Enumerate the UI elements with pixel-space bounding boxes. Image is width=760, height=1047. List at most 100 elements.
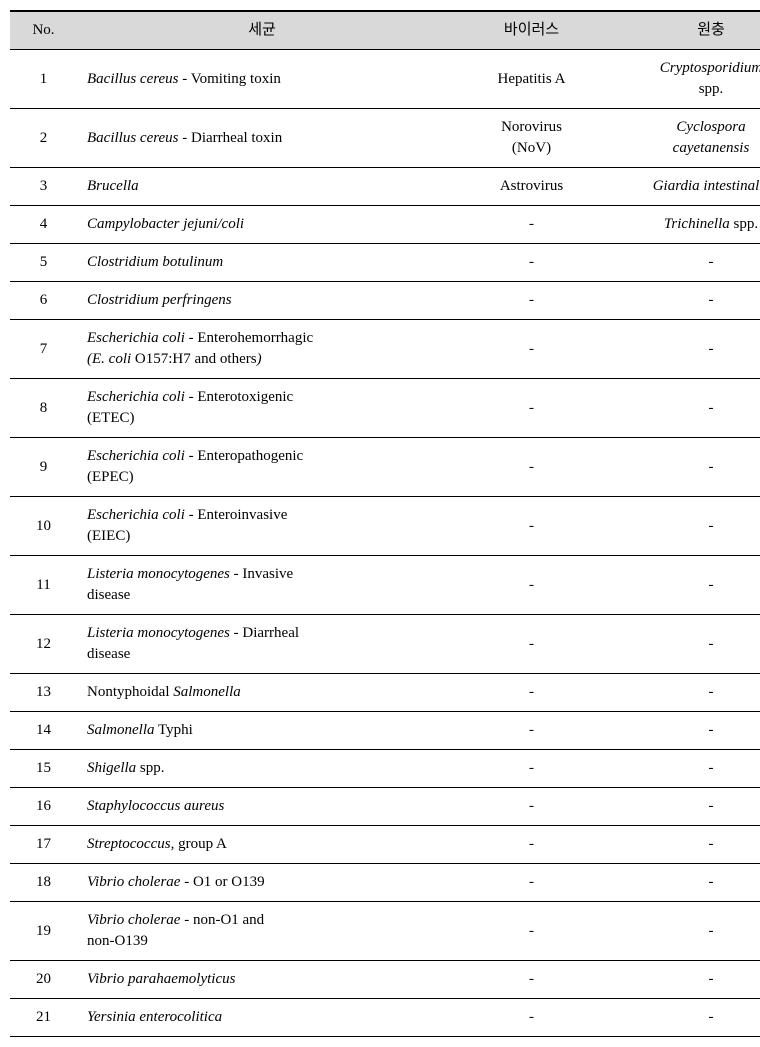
cell-virus: -	[443, 379, 620, 438]
cell-no: 4	[10, 206, 77, 244]
cell-protozoa: -	[620, 556, 760, 615]
cell-protozoa: Cryptosporidiumspp.	[620, 50, 760, 109]
table-row: 10Escherichia coli - Enteroinvasive(EIEC…	[10, 497, 760, 556]
cell-no: 11	[10, 556, 77, 615]
cell-protozoa: -	[620, 320, 760, 379]
cell-protozoa: -	[620, 379, 760, 438]
table-row: 7Escherichia coli - Enterohemorrhagic(E.…	[10, 320, 760, 379]
header-virus: 바이러스	[443, 11, 620, 50]
cell-virus: Astrovirus	[443, 168, 620, 206]
cell-bacteria: Brucella	[77, 168, 443, 206]
table-row: 12Listeria monocytogenes - Diarrhealdise…	[10, 615, 760, 674]
cell-virus: -	[443, 750, 620, 788]
table-row: 19Vibrio cholerae - non-O1 andnon-O139--	[10, 902, 760, 961]
cell-no: 15	[10, 750, 77, 788]
cell-no: 10	[10, 497, 77, 556]
table-row: 20Vibrio parahaemolyticus--	[10, 961, 760, 999]
cell-virus: -	[443, 497, 620, 556]
table-row: 21Yersinia enterocolitica--	[10, 999, 760, 1037]
header-row: No. 세균 바이러스 원충	[10, 11, 760, 50]
cell-protozoa: -	[620, 902, 760, 961]
cell-virus: Norovirus(NoV)	[443, 109, 620, 168]
cell-bacteria: Escherichia coli - Enterohemorrhagic(E. …	[77, 320, 443, 379]
cell-protozoa: -	[620, 244, 760, 282]
cell-no: 8	[10, 379, 77, 438]
cell-protozoa: Trichinella spp.	[620, 206, 760, 244]
cell-no: 17	[10, 826, 77, 864]
cell-no: 5	[10, 244, 77, 282]
table-row: 18Vibrio cholerae - O1 or O139--	[10, 864, 760, 902]
cell-virus: -	[443, 320, 620, 379]
cell-bacteria: Clostridium perfringens	[77, 282, 443, 320]
table-row: 2Bacillus cereus - Diarrheal toxinNorovi…	[10, 109, 760, 168]
cell-no: 16	[10, 788, 77, 826]
cell-no: 12	[10, 615, 77, 674]
cell-protozoa: -	[620, 961, 760, 999]
header-no: No.	[10, 11, 77, 50]
cell-bacteria: Shigella spp.	[77, 750, 443, 788]
cell-bacteria: Listeria monocytogenes - Invasivedisease	[77, 556, 443, 615]
table-row: 14Salmonella Typhi--	[10, 712, 760, 750]
cell-virus: -	[443, 438, 620, 497]
cell-bacteria: Escherichia coli - Enteropathogenic(EPEC…	[77, 438, 443, 497]
table-row: 11Listeria monocytogenes - Invasivedisea…	[10, 556, 760, 615]
cell-bacteria: Salmonella Typhi	[77, 712, 443, 750]
cell-virus: -	[443, 788, 620, 826]
table-body: 1Bacillus cereus - Vomiting toxinHepatit…	[10, 50, 760, 1037]
cell-bacteria: Staphylococcus aureus	[77, 788, 443, 826]
table-row: 16Staphylococcus aureus--	[10, 788, 760, 826]
header-bacteria: 세균	[77, 11, 443, 50]
cell-bacteria: Listeria monocytogenes - Diarrhealdiseas…	[77, 615, 443, 674]
cell-protozoa: Giardia intestinalis	[620, 168, 760, 206]
cell-protozoa: -	[620, 438, 760, 497]
cell-virus: -	[443, 244, 620, 282]
cell-no: 3	[10, 168, 77, 206]
cell-virus: -	[443, 902, 620, 961]
cell-no: 20	[10, 961, 77, 999]
cell-no: 2	[10, 109, 77, 168]
table-row: 5Clostridium botulinum--	[10, 244, 760, 282]
cell-protozoa: -	[620, 497, 760, 556]
cell-virus: -	[443, 961, 620, 999]
cell-protozoa: -	[620, 999, 760, 1037]
cell-virus: -	[443, 282, 620, 320]
cell-no: 6	[10, 282, 77, 320]
cell-protozoa: -	[620, 712, 760, 750]
cell-bacteria: Nontyphoidal Salmonella	[77, 674, 443, 712]
cell-bacteria: Streptococcus, group A	[77, 826, 443, 864]
cell-virus: -	[443, 826, 620, 864]
cell-bacteria: Bacillus cereus - Diarrheal toxin	[77, 109, 443, 168]
cell-bacteria: Campylobacter jejuni/coli	[77, 206, 443, 244]
header-protozoa: 원충	[620, 11, 760, 50]
cell-protozoa: -	[620, 615, 760, 674]
table-row: 9Escherichia coli - Enteropathogenic(EPE…	[10, 438, 760, 497]
cell-bacteria: Escherichia coli - Enteroinvasive(EIEC)	[77, 497, 443, 556]
cell-no: 13	[10, 674, 77, 712]
cell-no: 19	[10, 902, 77, 961]
cell-virus: -	[443, 206, 620, 244]
cell-protozoa: -	[620, 826, 760, 864]
cell-bacteria: Clostridium botulinum	[77, 244, 443, 282]
pathogen-table-wrap: No. 세균 바이러스 원충 1Bacillus cereus - Vomiti…	[10, 10, 750, 1037]
cell-virus: -	[443, 615, 620, 674]
cell-protozoa: -	[620, 788, 760, 826]
table-row: 8Escherichia coli - Enterotoxigenic(ETEC…	[10, 379, 760, 438]
cell-virus: -	[443, 999, 620, 1037]
table-row: 3BrucellaAstrovirusGiardia intestinalis	[10, 168, 760, 206]
cell-no: 7	[10, 320, 77, 379]
table-row: 6Clostridium perfringens--	[10, 282, 760, 320]
cell-protozoa: Cyclosporacayetanensis	[620, 109, 760, 168]
pathogen-table: No. 세균 바이러스 원충 1Bacillus cereus - Vomiti…	[10, 10, 760, 1037]
cell-no: 14	[10, 712, 77, 750]
cell-virus: -	[443, 712, 620, 750]
cell-no: 9	[10, 438, 77, 497]
table-row: 4Campylobacter jejuni/coli-Trichinella s…	[10, 206, 760, 244]
cell-protozoa: -	[620, 750, 760, 788]
table-row: 17Streptococcus, group A--	[10, 826, 760, 864]
cell-bacteria: Vibrio cholerae - O1 or O139	[77, 864, 443, 902]
cell-bacteria: Yersinia enterocolitica	[77, 999, 443, 1037]
table-row: 1Bacillus cereus - Vomiting toxinHepatit…	[10, 50, 760, 109]
cell-bacteria: Bacillus cereus - Vomiting toxin	[77, 50, 443, 109]
cell-bacteria: Vibrio cholerae - non-O1 andnon-O139	[77, 902, 443, 961]
cell-virus: Hepatitis A	[443, 50, 620, 109]
